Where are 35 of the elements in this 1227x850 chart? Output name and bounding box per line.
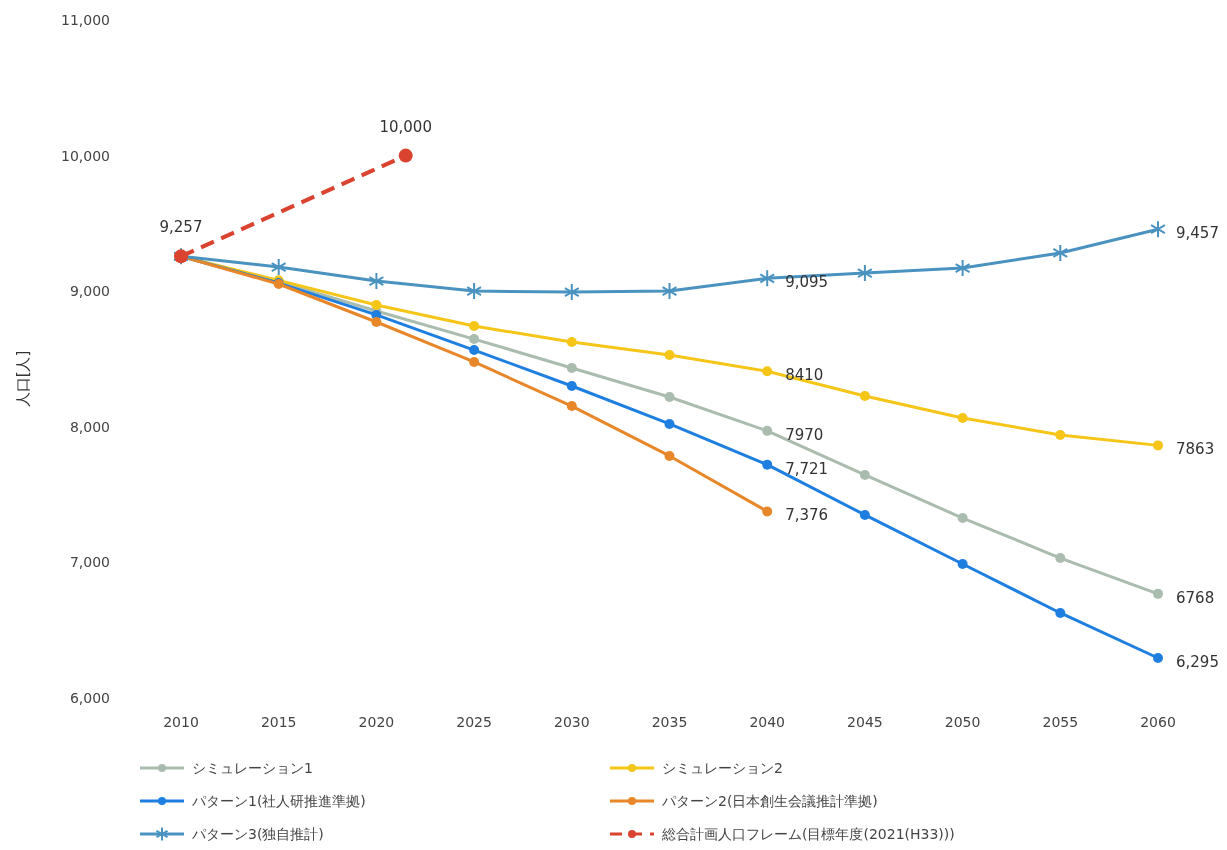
data-label: 7,376 [785, 506, 829, 525]
data-label: 8410 [785, 366, 824, 385]
data-label: 6,295 [1176, 653, 1219, 671]
data-label: 7,721 [785, 459, 829, 478]
x-tick-label: 2020 [358, 714, 395, 730]
x-tick-label: 2035 [651, 714, 688, 730]
legend-label: パターン3(独自推計) [191, 826, 324, 842]
x-tick-label: 2045 [847, 714, 883, 730]
x-tick-label: 2055 [1042, 714, 1079, 730]
data-label: 10,000 [379, 117, 432, 136]
y-tick-label: 8,000 [69, 418, 110, 435]
data-label: 9,257 [159, 218, 203, 237]
legend-label: パターン1(社人研推進準拠) [191, 793, 366, 809]
x-tick-label: 2060 [1140, 714, 1176, 730]
y-tick-label: 6,000 [69, 690, 110, 706]
legend-label: 総合計画人口フレーム(目標年度(2021(H33))) [661, 826, 955, 842]
legend-label: パターン2(日本創生会議推計準拠) [661, 793, 878, 809]
x-tick-label: 2040 [749, 714, 786, 730]
data-label: 7970 [785, 425, 824, 444]
data-label: 9,457 [1176, 224, 1219, 243]
legend-label: シミュレーション2 [662, 760, 783, 776]
data-label: 7863 [1176, 440, 1215, 459]
y-axis-title: 人口[人] [14, 350, 32, 408]
y-tick-label: 9,000 [69, 283, 110, 300]
y-tick-label: 10,000 [61, 147, 110, 164]
x-tick-label: 2025 [456, 714, 492, 730]
legend-label: シミュレーション1 [192, 760, 313, 776]
x-tick-label: 2030 [553, 714, 590, 730]
x-tick-label: 2050 [944, 714, 981, 730]
y-tick-label: 7,000 [69, 554, 110, 571]
data-label: 6768 [1176, 588, 1215, 607]
x-tick-label: 2015 [260, 714, 297, 730]
y-tick-label: 11,000 [61, 12, 110, 28]
x-tick-label: 2010 [163, 714, 199, 730]
data-label: 9,095 [785, 273, 829, 292]
